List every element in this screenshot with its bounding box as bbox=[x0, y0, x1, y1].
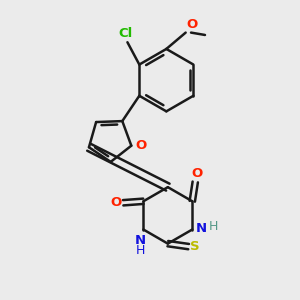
Text: O: O bbox=[136, 139, 147, 152]
Text: H: H bbox=[208, 220, 218, 233]
Text: S: S bbox=[190, 240, 200, 253]
Text: O: O bbox=[110, 196, 122, 209]
Text: O: O bbox=[186, 18, 197, 31]
Text: N: N bbox=[195, 221, 206, 235]
Text: H: H bbox=[136, 244, 145, 257]
Text: Cl: Cl bbox=[119, 27, 133, 40]
Text: N: N bbox=[135, 234, 146, 247]
Text: O: O bbox=[191, 167, 202, 181]
